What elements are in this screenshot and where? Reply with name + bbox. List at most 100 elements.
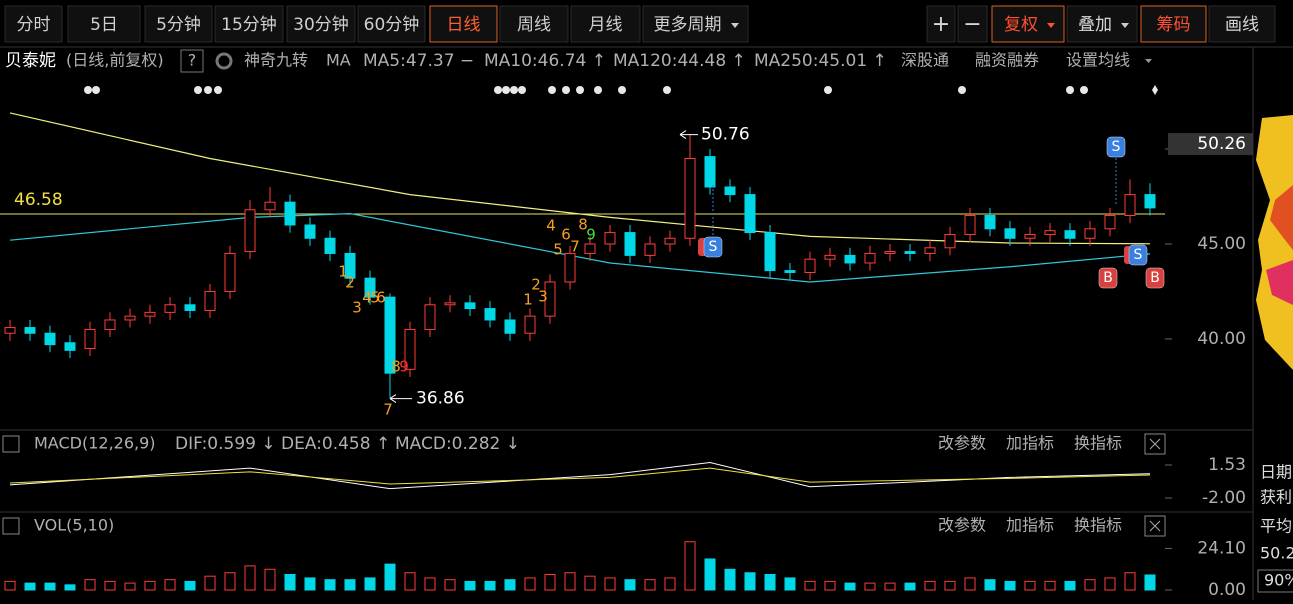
- volume-bar: [304, 577, 316, 591]
- panel-button[interactable]: 换指标: [1074, 434, 1122, 453]
- panel-button[interactable]: 改参数: [938, 434, 986, 453]
- signal-label[interactable]: S: [1112, 139, 1121, 155]
- tool-button[interactable]: [957, 5, 988, 43]
- news-marker[interactable]: [194, 86, 202, 94]
- gear-icon[interactable]: [215, 52, 233, 70]
- period-label[interactable]: 日线: [447, 15, 481, 35]
- period-button[interactable]: [214, 5, 284, 43]
- signal-badge[interactable]: [1145, 267, 1165, 289]
- news-marker[interactable]: [824, 86, 832, 94]
- volume-bar: [484, 580, 496, 591]
- signal-badge[interactable]: [703, 236, 723, 258]
- close-button[interactable]: [1144, 433, 1166, 455]
- td-count: 2: [345, 274, 355, 292]
- period-label[interactable]: 月线: [589, 15, 623, 35]
- candle-body: [84, 328, 96, 349]
- signal-badge[interactable]: [1098, 267, 1118, 289]
- period-label[interactable]: 周线: [517, 15, 551, 35]
- period-label[interactable]: 30分钟: [293, 15, 349, 35]
- info-link[interactable]: 融资融券: [975, 51, 1039, 70]
- candle-body: [584, 243, 596, 254]
- indicator-name: 神奇九转: [244, 51, 308, 70]
- news-marker[interactable]: [214, 86, 222, 94]
- info-link[interactable]: 设置均线: [1066, 51, 1130, 70]
- news-marker[interactable]: [502, 86, 510, 94]
- period-button[interactable]: [570, 5, 641, 43]
- td-count: 7: [383, 401, 393, 419]
- period-label[interactable]: 15分钟: [221, 15, 277, 35]
- panel-button[interactable]: 加指标: [1006, 516, 1054, 535]
- dropdown-arrow: [1145, 59, 1152, 63]
- period-button[interactable]: [642, 5, 749, 43]
- period-label[interactable]: 5日: [90, 15, 118, 35]
- td-count: 2: [531, 276, 541, 294]
- signal-label[interactable]: B: [1150, 270, 1160, 286]
- news-marker[interactable]: [548, 86, 556, 94]
- candle-body: [944, 233, 956, 249]
- signal-label[interactable]: B: [1103, 270, 1113, 286]
- tool-button[interactable]: [926, 5, 956, 43]
- panel-button[interactable]: 换指标: [1074, 516, 1122, 535]
- side-input[interactable]: [1257, 569, 1293, 593]
- y-tick-label: 24.10: [1197, 538, 1246, 558]
- volume-bar: [984, 579, 996, 591]
- period-button[interactable]: [4, 5, 63, 43]
- tool-label[interactable]: 叠加: [1078, 15, 1112, 35]
- news-marker[interactable]: [663, 86, 671, 94]
- news-marker[interactable]: [92, 86, 100, 94]
- volume-bar: [144, 580, 156, 591]
- news-marker[interactable]: [494, 86, 502, 94]
- news-marker[interactable]: [618, 86, 626, 94]
- panel-value: DEA:0.458 ↑: [281, 434, 390, 454]
- news-marker[interactable]: [1066, 86, 1074, 94]
- td-count: 3: [538, 288, 548, 306]
- close-button[interactable]: [1144, 515, 1166, 537]
- news-marker[interactable]: [510, 86, 518, 94]
- help-box[interactable]: [180, 49, 204, 73]
- news-marker[interactable]: [562, 86, 570, 94]
- period-button[interactable]: [286, 5, 356, 43]
- news-marker[interactable]: [1080, 86, 1088, 94]
- candle-body: [224, 252, 236, 292]
- panel-button[interactable]: 加指标: [1006, 434, 1054, 453]
- tool-label[interactable]: 复权: [1004, 15, 1038, 35]
- news-marker[interactable]: [204, 86, 212, 94]
- news-marker[interactable]: [1152, 85, 1158, 95]
- news-marker[interactable]: [576, 86, 584, 94]
- info-link[interactable]: 深股通: [901, 51, 949, 70]
- volume-bar: [724, 568, 736, 591]
- low-arrow: [389, 394, 412, 404]
- news-marker[interactable]: [958, 86, 966, 94]
- period-label[interactable]: 更多周期: [654, 15, 722, 35]
- signal-badge[interactable]: [1128, 244, 1148, 266]
- period-button[interactable]: [429, 5, 498, 43]
- news-marker[interactable]: [518, 86, 526, 94]
- panel-icon[interactable]: [2, 517, 20, 535]
- signal-badge[interactable]: [1106, 136, 1126, 158]
- tool-label[interactable]: −: [963, 12, 981, 37]
- period-button[interactable]: [357, 5, 426, 43]
- help-icon[interactable]: ?: [188, 51, 197, 70]
- tool-button[interactable]: [1208, 5, 1276, 43]
- period-button[interactable]: [67, 5, 141, 43]
- panel-icon[interactable]: [2, 435, 20, 453]
- volume-bar: [264, 568, 276, 591]
- tool-label[interactable]: +: [932, 12, 950, 37]
- macd-line: [9, 467, 1151, 485]
- tool-label[interactable]: 画线: [1225, 15, 1259, 35]
- candle-body: [164, 304, 176, 313]
- panel-button[interactable]: 改参数: [938, 516, 986, 535]
- period-label[interactable]: 分时: [17, 15, 51, 35]
- candle-body: [724, 186, 736, 196]
- candle-body: [1144, 194, 1156, 209]
- news-marker[interactable]: [84, 86, 92, 94]
- period-label[interactable]: 60分钟: [364, 15, 420, 35]
- period-label[interactable]: 5分钟: [156, 15, 201, 35]
- period-button[interactable]: [144, 5, 213, 43]
- signal-label[interactable]: S: [1134, 247, 1143, 263]
- news-marker[interactable]: [594, 86, 602, 94]
- tool-label[interactable]: 筹码: [1157, 15, 1191, 35]
- signal-label[interactable]: S: [709, 239, 718, 255]
- tool-button[interactable]: [1140, 5, 1207, 43]
- period-button[interactable]: [499, 5, 569, 43]
